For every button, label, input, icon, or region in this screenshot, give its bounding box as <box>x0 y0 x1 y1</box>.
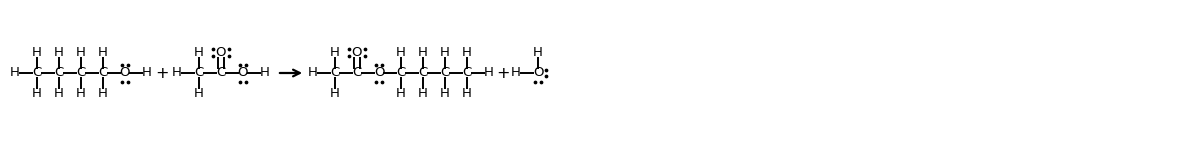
Text: +: + <box>155 66 169 80</box>
Text: C: C <box>32 66 42 80</box>
Text: H: H <box>330 87 340 100</box>
Text: O: O <box>352 46 362 59</box>
Text: C: C <box>353 66 361 80</box>
Text: C: C <box>194 66 204 80</box>
Text: +: + <box>497 66 510 80</box>
Text: H: H <box>396 46 406 59</box>
Text: H: H <box>396 87 406 100</box>
Text: H: H <box>98 46 108 59</box>
Text: H: H <box>32 46 42 59</box>
Text: C: C <box>54 66 64 80</box>
Text: H: H <box>172 66 182 80</box>
Text: C: C <box>440 66 450 80</box>
Text: C: C <box>77 66 85 80</box>
Text: O: O <box>238 66 248 80</box>
Text: H: H <box>194 46 204 59</box>
Text: H: H <box>76 87 86 100</box>
Text: H: H <box>462 46 472 59</box>
Text: H: H <box>194 87 204 100</box>
Text: H: H <box>511 66 521 80</box>
Text: H: H <box>142 66 152 80</box>
Text: O: O <box>373 66 384 80</box>
Text: H: H <box>308 66 318 80</box>
Text: C: C <box>98 66 108 80</box>
Text: H: H <box>462 87 472 100</box>
Text: H: H <box>330 46 340 59</box>
Text: H: H <box>260 66 270 80</box>
Text: H: H <box>440 46 450 59</box>
Text: H: H <box>32 87 42 100</box>
Text: C: C <box>419 66 427 80</box>
Text: H: H <box>10 66 20 80</box>
Text: O: O <box>216 46 227 59</box>
Text: C: C <box>462 66 472 80</box>
Text: H: H <box>98 87 108 100</box>
Text: H: H <box>484 66 494 80</box>
Text: H: H <box>76 46 86 59</box>
Text: H: H <box>533 46 542 59</box>
Text: H: H <box>54 46 64 59</box>
Text: H: H <box>440 87 450 100</box>
Text: C: C <box>216 66 226 80</box>
Text: C: C <box>330 66 340 80</box>
Text: H: H <box>54 87 64 100</box>
Text: H: H <box>418 46 428 59</box>
Text: H: H <box>418 87 428 100</box>
Text: O: O <box>120 66 131 80</box>
Text: O: O <box>533 66 544 80</box>
Text: C: C <box>396 66 406 80</box>
